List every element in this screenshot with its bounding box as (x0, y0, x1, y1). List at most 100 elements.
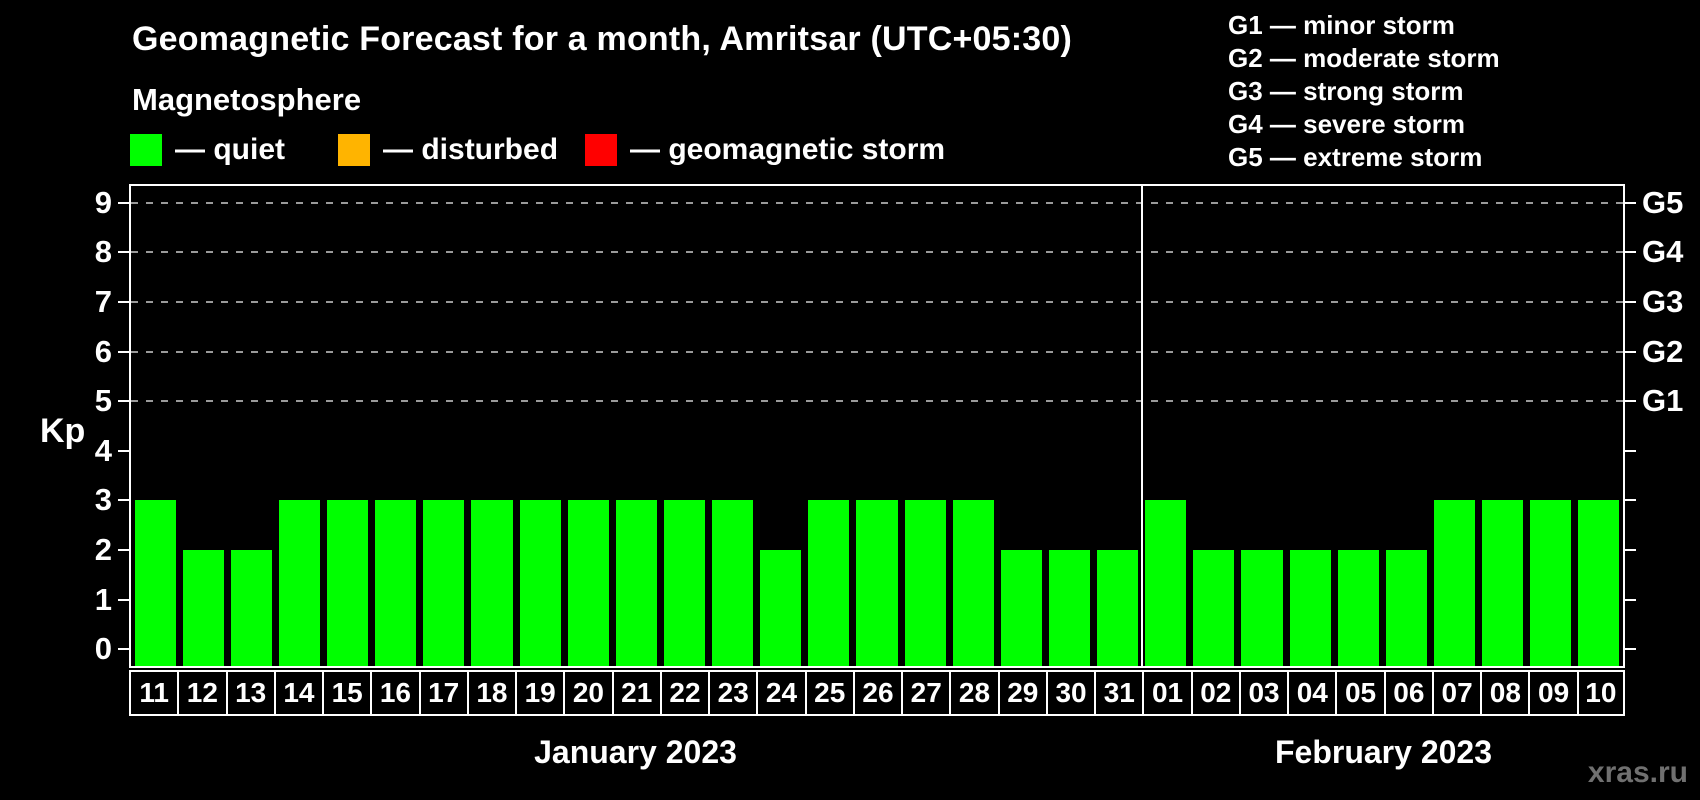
watermark: xras.ru (1587, 756, 1688, 789)
day-label-cell: 13 (225, 670, 274, 716)
day-label-cell: 26 (852, 670, 902, 716)
y-axis-tick-right (1625, 300, 1636, 303)
y-axis-tick-right (1625, 598, 1636, 601)
y-axis-tick-label: 2 (94, 532, 112, 568)
y-axis-tick-label: 3 (94, 482, 112, 518)
y-axis-tick-left (118, 648, 129, 651)
kp-bar-day-29 (1000, 550, 1042, 666)
y-axis-tick-label: 0 (94, 631, 112, 667)
legend-text: geomagnetic storm (668, 133, 946, 166)
day-label-cell: 27 (901, 670, 950, 716)
day-label-cell: 15 (322, 670, 371, 716)
day-label-cell: 07 (1431, 670, 1481, 716)
day-label-row: 11 12 13 14 15 16 17 18 19 20 21 22 23 24 25 26 27 28 29 30… (129, 670, 1625, 716)
day-label-cell: 24 (756, 670, 805, 716)
y-axis-tick-label: 9 (94, 184, 112, 220)
day-label-cell: 12 (177, 670, 226, 716)
day-label-cell: 06 (1383, 670, 1432, 716)
kp-bar-day-10 (1578, 500, 1620, 666)
day-label-cell: 23 (708, 670, 757, 716)
legend-dash: — (383, 133, 413, 166)
day-label-cell: 14 (273, 670, 323, 716)
month-separator-line (1140, 186, 1143, 666)
kp-bar-day-22 (663, 500, 706, 666)
gridline-kp-9 (131, 201, 1623, 204)
day-label-cell: 01 (1142, 670, 1191, 716)
y-axis-tick-right (1625, 499, 1636, 502)
kp-bar-day-15 (327, 500, 369, 666)
day-label-cell: 17 (418, 670, 467, 716)
legend-dash: — (175, 133, 205, 166)
kp-bar-day-30 (1048, 550, 1091, 666)
kp-bar-day-08 (1482, 500, 1524, 666)
legend-item-geomagnetic-storm: — geomagnetic storm (585, 133, 945, 167)
y-axis-tick-left (118, 549, 129, 552)
plot-area: 0 1 2 3 4 5 G1 6 G2 7 G3 8 G4 9 G5 (95, 184, 1683, 668)
day-label-cell: 28 (949, 670, 998, 716)
day-label-cell: 20 (563, 670, 612, 716)
chart-subtitle: Magnetosphere (132, 82, 362, 117)
kp-bar-day-12 (182, 550, 224, 666)
y-axis-tick-right (1625, 549, 1636, 552)
day-label-cell: 11 (129, 670, 178, 716)
g-scale-label-g3: G3 (1642, 283, 1684, 319)
day-label-cell: 04 (1287, 670, 1336, 716)
y-axis-tick-left (118, 300, 129, 303)
legend-dash: — (630, 133, 660, 166)
y-axis-tick-left (118, 350, 129, 353)
storm-scale-line-g2: G2 — moderate storm (1228, 43, 1500, 73)
day-label-cell: 18 (466, 670, 516, 716)
y-axis-tick-left (118, 598, 129, 601)
y-axis-tick-right (1625, 251, 1636, 254)
kp-bar-day-03 (1241, 550, 1283, 666)
kp-bar-day-25 (808, 500, 850, 666)
g-scale-label-g2: G2 (1642, 333, 1684, 369)
kp-bar-day-17 (423, 500, 465, 666)
y-axis-tick-label: 5 (94, 383, 112, 419)
kp-bar-day-11 (134, 500, 176, 666)
y-axis-tick-label: 1 (94, 581, 112, 617)
day-label-cell: 22 (659, 670, 709, 716)
y-axis-tick-left (118, 400, 129, 403)
day-label-cell: 31 (1094, 670, 1143, 716)
y-axis-tick-right (1625, 648, 1636, 651)
storm-scale-line-g1: G1 — minor storm (1228, 10, 1455, 40)
kp-bar-day-09 (1530, 500, 1572, 666)
kp-bar-day-24 (760, 550, 802, 666)
gridline-kp-7 (131, 300, 1623, 303)
page-title: Geomagnetic Forecast for a month, Amrits… (132, 20, 1073, 58)
kp-bar-day-02 (1193, 550, 1235, 666)
gridline-kp-5 (131, 400, 1623, 403)
disturbed-color-swatch-icon (338, 134, 370, 166)
kp-bar-day-19 (519, 500, 561, 666)
kp-bar-day-27 (904, 500, 946, 666)
kp-bar-day-20 (567, 500, 609, 666)
kp-bar-day-31 (1097, 550, 1139, 666)
kp-bar-day-14 (278, 500, 320, 666)
kp-bar-day-05 (1337, 550, 1379, 666)
legend-label-geomagnetic-storm: — geomagnetic storm (630, 133, 945, 167)
legend-item-quiet: — quiet (130, 133, 285, 167)
day-label-cell: 16 (370, 670, 419, 716)
storm-color-swatch-icon (585, 134, 617, 166)
day-label-cell: 21 (611, 670, 660, 716)
y-axis-tick-right (1625, 350, 1636, 353)
kp-bar-day-26 (856, 500, 898, 666)
month-label-february: February 2023 (1274, 734, 1492, 770)
kp-bar-day-18 (471, 500, 513, 666)
legend-text: disturbed (421, 133, 559, 166)
day-label-cell: 29 (997, 670, 1046, 716)
day-label-cell: 08 (1480, 670, 1529, 716)
y-axis-tick-right (1625, 449, 1636, 452)
g-scale-label-g1: G1 (1642, 383, 1684, 419)
legend-text: quiet (213, 133, 286, 166)
month-label-january: January 2023 (534, 734, 737, 770)
g-scale-label-g5: G5 (1642, 184, 1684, 220)
y-axis-tick-left (118, 201, 129, 204)
plot-inner (131, 186, 1623, 666)
y-axis-tick-left (118, 251, 129, 254)
kp-bar-day-23 (712, 500, 754, 666)
day-label-cell: 19 (515, 670, 564, 716)
plot-frame-border (129, 184, 1625, 668)
